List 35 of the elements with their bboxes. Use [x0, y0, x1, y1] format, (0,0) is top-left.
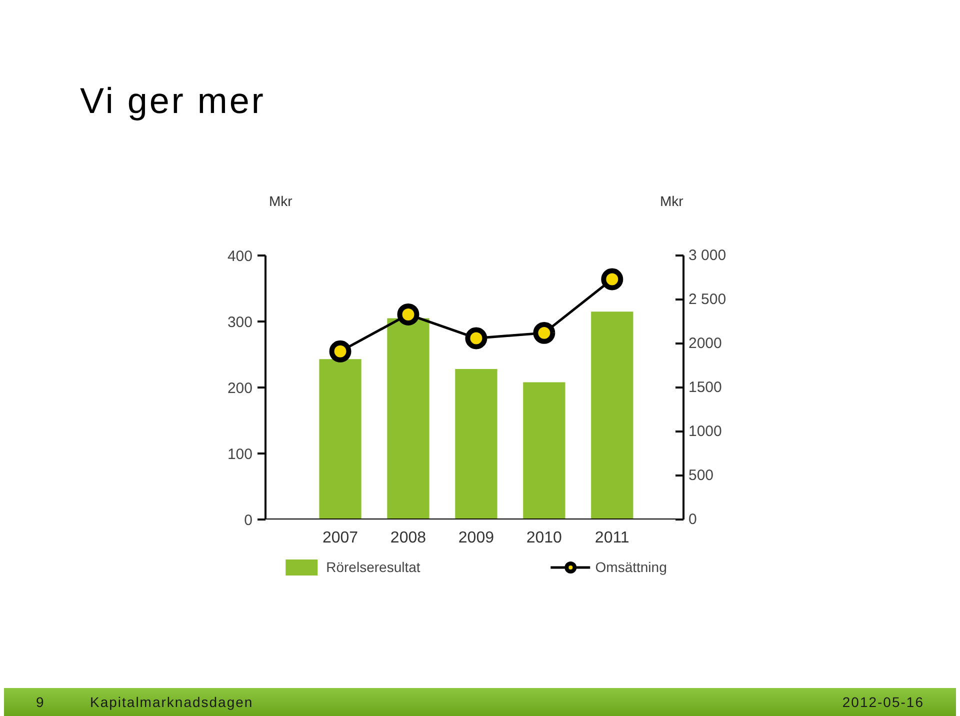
x-tick-label: 2007: [322, 530, 358, 546]
y2-tick-label: 500: [688, 467, 714, 484]
point: [601, 268, 624, 290]
bar: [387, 318, 430, 520]
bar: [319, 359, 362, 520]
y2-tick-label: 1500: [688, 379, 722, 396]
y2-axis-title: Mkr: [660, 192, 684, 211]
y2-tick-label: 1000: [688, 423, 722, 440]
chart-title: Vi ger mer: [80, 79, 266, 123]
x-tick-label: 2010: [526, 530, 562, 546]
x-tick-label: 2008: [390, 530, 426, 546]
bar: [591, 312, 634, 520]
y2-tick-label: 2000: [688, 335, 722, 352]
y-tick-label: 0: [244, 512, 252, 529]
x-tick-label: 2009: [458, 530, 494, 546]
y-tick-label: 400: [227, 248, 253, 265]
bar: [455, 369, 498, 520]
point: [397, 303, 420, 326]
bar: [523, 382, 566, 520]
text: Kapitalmarknadsdagen: [90, 693, 254, 712]
text: 2012-05-16: [842, 693, 924, 712]
legend-label: Rörelseresultat: [326, 559, 420, 575]
text: 9: [36, 693, 45, 712]
y-tick-label: 100: [227, 446, 253, 463]
y-tick-label: 300: [227, 314, 253, 331]
point: [465, 327, 488, 350]
y-tick-label: 200: [227, 380, 253, 397]
point: [329, 340, 352, 362]
y2-tick-label: 3 000: [688, 247, 726, 264]
point: [533, 322, 556, 344]
legend-label: Omsättning: [595, 559, 667, 575]
x-tick-label: 2011: [594, 530, 630, 546]
y2-tick-label: 0: [688, 511, 697, 528]
y2-tick-label: 2 500: [688, 291, 726, 308]
y-axis-title: Mkr: [269, 192, 292, 211]
